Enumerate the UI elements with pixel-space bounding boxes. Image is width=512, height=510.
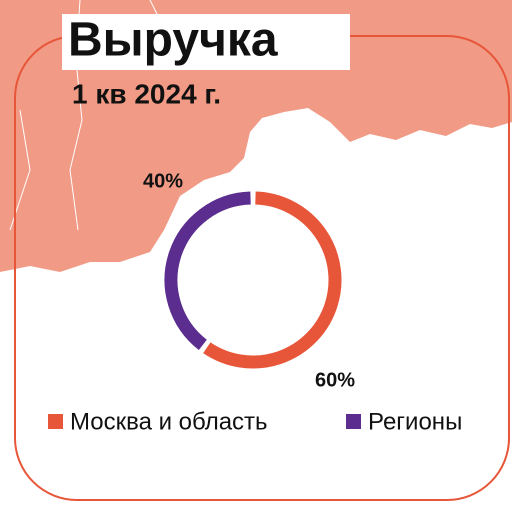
donut: 60% 40% [143, 170, 355, 391]
legend-swatch [346, 414, 361, 429]
title-backdrop [62, 14, 350, 70]
donut-segment [164, 191, 251, 351]
legend: Москва и область Регионы [48, 408, 462, 435]
value-label: 40% [143, 170, 183, 192]
title: Выручка [68, 14, 278, 67]
legend-label: Регионы [368, 408, 462, 435]
value-label: 60% [315, 369, 355, 391]
subtitle: 1 кв 2024 г. [72, 78, 221, 109]
legend-label: Москва и область [70, 408, 268, 435]
legend-swatch [48, 414, 63, 429]
donut-segment [203, 191, 342, 369]
